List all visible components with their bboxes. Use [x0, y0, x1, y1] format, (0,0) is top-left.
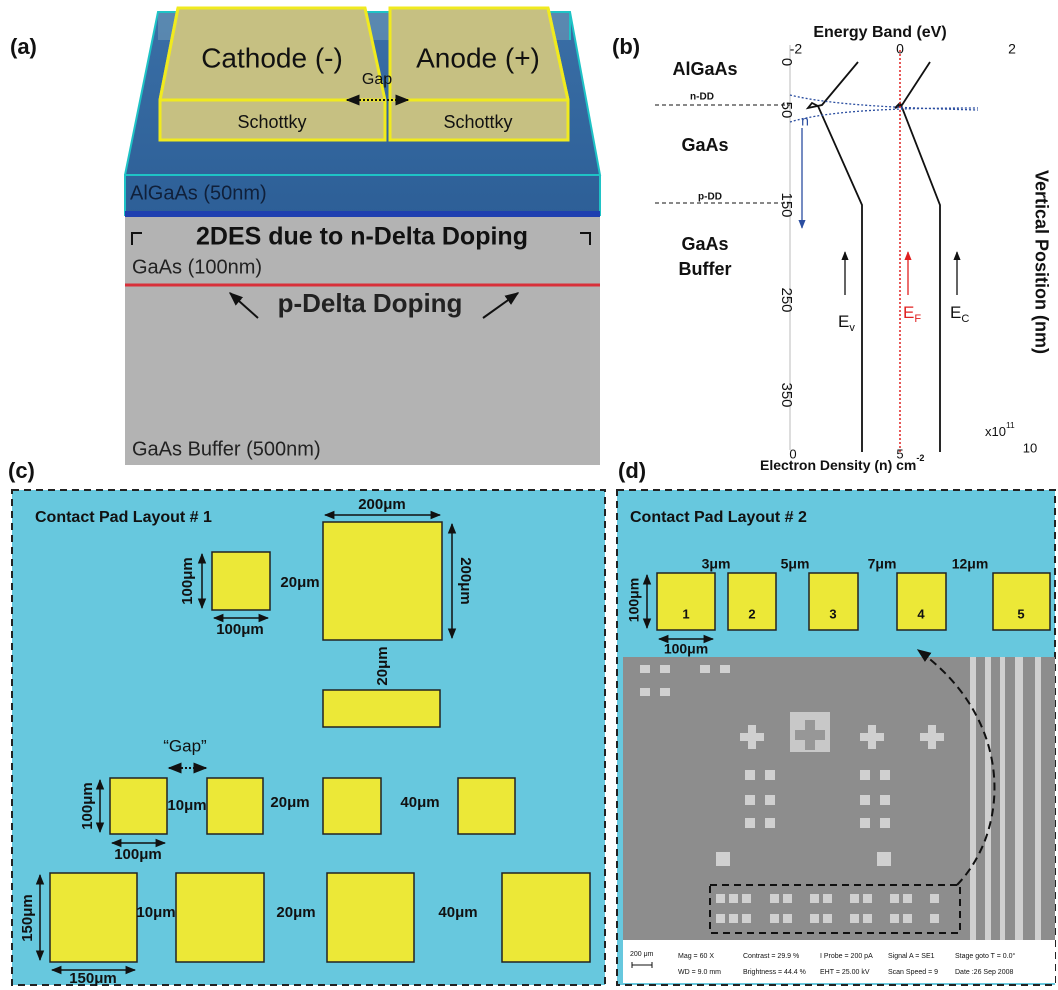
text-script: v — [849, 322, 855, 334]
pad-number: 5 — [1017, 606, 1024, 621]
dimension-label: 20μm — [374, 646, 391, 685]
dimension-label: 12μm — [952, 556, 989, 572]
tick-label: 350 — [778, 382, 795, 407]
label: Schottky — [443, 112, 512, 132]
panel-label: (a) — [10, 34, 37, 59]
dimension-label: 40μm — [400, 794, 439, 811]
label: Contact Pad Layout # 2 — [630, 509, 807, 526]
dimension-label: “Gap” — [163, 736, 207, 755]
sem-footer-text: Signal A = SE1 — [888, 953, 935, 960]
dimension-label: 100μm — [79, 782, 96, 830]
dimension-label: 40μm — [438, 904, 477, 921]
text-script: 11 — [1006, 420, 1015, 430]
label: Buffer — [679, 259, 732, 279]
label: Cathode (-) — [201, 42, 343, 73]
dimension-label: 7μm — [868, 556, 897, 572]
label: x1011 — [985, 420, 1015, 439]
tick-label: 0 — [896, 41, 904, 57]
label: EF — [903, 303, 921, 324]
conduction-band — [895, 62, 940, 452]
label: GaAs — [681, 234, 728, 254]
sem-footer-text: Date :26 Sep 2008 — [955, 969, 1013, 976]
label: p-DD — [698, 192, 722, 203]
dimension-label: 3μm — [702, 556, 731, 572]
label: Gap — [362, 71, 392, 88]
tick-label: 250 — [778, 287, 795, 312]
tick-label: 2 — [1008, 41, 1016, 57]
sem-footer-text: 200 μm — [630, 951, 654, 958]
tick-label: 50 — [778, 102, 795, 119]
text-script: C — [961, 313, 969, 325]
label: n — [801, 113, 809, 129]
dimension-label: 20μm — [280, 574, 319, 591]
sem-footer-text: EHT = 25.00 kV — [820, 969, 870, 976]
sem-footer-text: Brightness = 44.4 % — [743, 969, 806, 976]
tick-label: -2 — [790, 41, 803, 57]
label: GaAs Buffer (500nm) — [132, 438, 321, 460]
gaas-layer — [125, 215, 600, 465]
dimension-label: 10μm — [167, 797, 206, 814]
tick-label: 0 — [778, 58, 795, 66]
pad-number: 4 — [917, 606, 925, 621]
label: Ev — [838, 312, 855, 333]
label: GaAs (100nm) — [132, 256, 262, 278]
label: p-Delta Doping — [278, 288, 463, 318]
label: 2DES due to n-Delta Doping — [196, 223, 528, 251]
label: Vertical Position (nm) — [1031, 170, 1051, 354]
tick-label: 150 — [778, 192, 795, 217]
text-main: Electron Density (n) cm — [760, 457, 916, 473]
pad-number: 3 — [829, 606, 836, 621]
label: Energy Band (eV) — [813, 24, 946, 41]
dimension-label: 150μm — [19, 894, 36, 942]
dimension-label: 100μm — [179, 557, 196, 605]
text-script: F — [914, 313, 921, 325]
dimension-label: 20μm — [270, 794, 309, 811]
figure: (a) Cathode (-) Anode (+) Gap Schottky Schott… — [0, 0, 1058, 990]
dimension-label: 200μm — [457, 557, 474, 605]
text-main: x10 — [985, 424, 1006, 439]
label: EC — [950, 303, 969, 324]
label: Schottky — [237, 112, 306, 132]
label: AlGaAs — [672, 59, 737, 79]
sem-footer-text: Contrast = 29.9 % — [743, 953, 799, 960]
label: Contact Pad Layout # 1 — [35, 509, 212, 526]
sem-footer-text: Stage goto T = 0.0° — [955, 952, 1016, 960]
dimension-label: 20μm — [276, 904, 315, 921]
dimension-label: 100μm — [216, 621, 264, 638]
dimension-label: 10μm — [136, 904, 175, 921]
panel-d — [617, 490, 1055, 985]
text-main: E — [950, 303, 961, 322]
dimension-label: 200μm — [358, 496, 406, 513]
label: GaAs — [681, 135, 728, 155]
pad-number: 1 — [682, 606, 689, 621]
sem-footer-text: WD = 9.0 mm — [678, 969, 721, 976]
panel-label: (d) — [618, 458, 646, 483]
label: AlGaAs (50nm) — [130, 182, 267, 204]
text-main: E — [903, 303, 914, 322]
panel-label: (c) — [8, 458, 35, 483]
dimension-label: 5μm — [781, 556, 810, 572]
tick-label: 10 — [1023, 440, 1037, 455]
text-main: E — [838, 312, 849, 331]
valence-band — [808, 62, 862, 452]
sem-footer-text: I Probe = 200 pA — [820, 953, 873, 960]
text-script: -2 — [916, 453, 924, 463]
dimension-label: 100μm — [664, 641, 708, 657]
label: n-DD — [690, 92, 714, 103]
dimension-label: 100μm — [114, 846, 162, 863]
sem-footer-text: Scan Speed = 9 — [888, 969, 938, 976]
panel-label: (b) — [612, 34, 640, 59]
label: Anode (+) — [416, 42, 540, 73]
pad-number: 2 — [748, 606, 755, 621]
dimension-label: 100μm — [626, 578, 642, 622]
sem-footer-text: Mag = 60 X — [678, 953, 714, 960]
dimension-label: 150μm — [69, 970, 117, 987]
label: Electron Density (n) cm-2 — [760, 453, 924, 472]
